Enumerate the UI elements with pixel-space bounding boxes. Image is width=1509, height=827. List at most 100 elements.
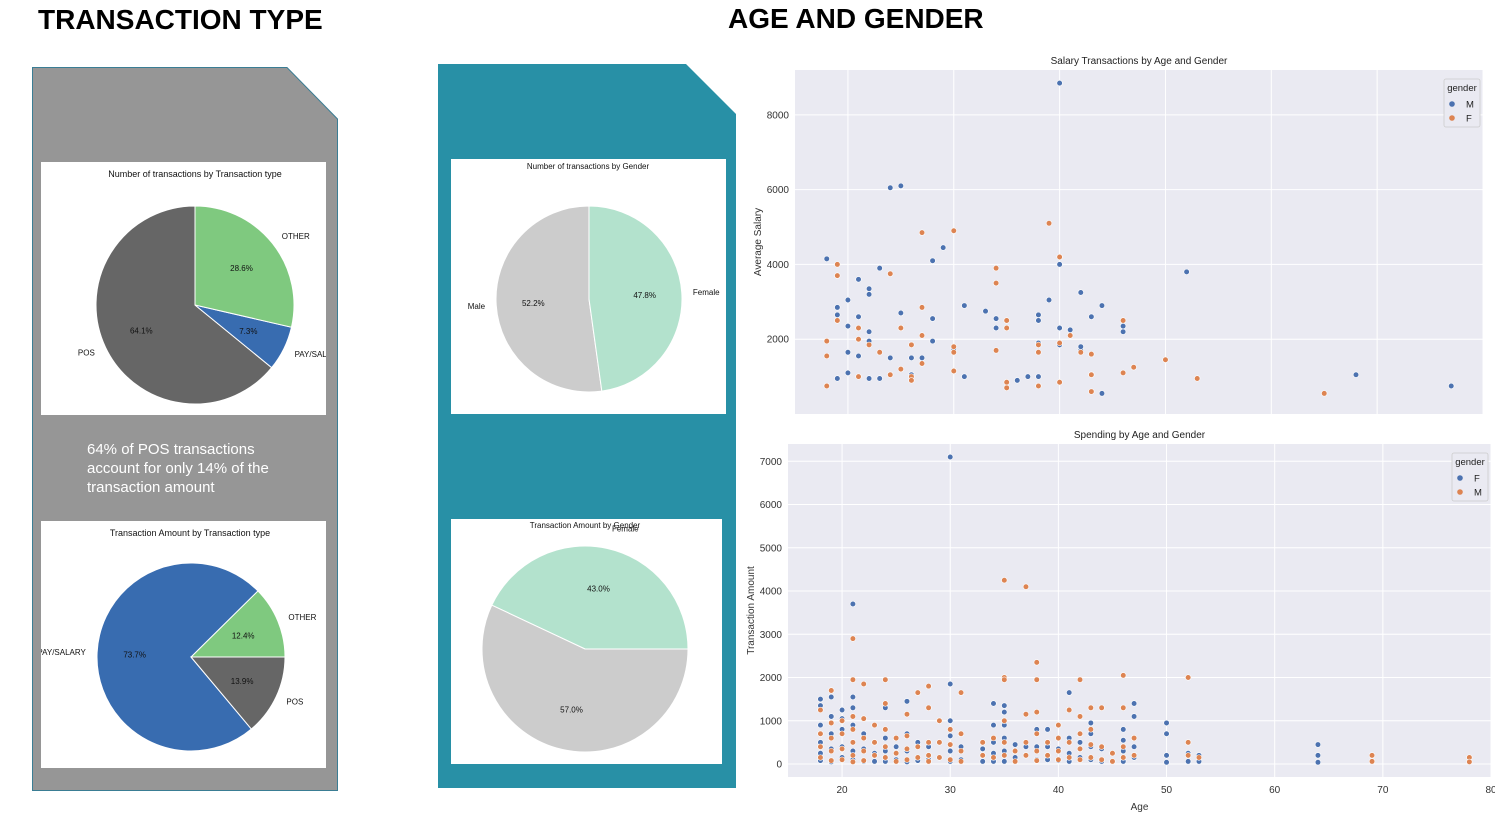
y-axis-label: Average Salary (753, 208, 764, 276)
scatter-point-m (849, 752, 856, 759)
scatter-point-m (1014, 377, 1021, 384)
scatter-point-m (860, 757, 867, 764)
scatter-point-m (860, 715, 867, 722)
scatter-point-f (1163, 719, 1170, 727)
scatter-point-m (929, 337, 936, 345)
scatter-point-f (1012, 741, 1019, 748)
scatter-point-f (1076, 739, 1084, 746)
scatter-point-m (1045, 296, 1053, 304)
scatter-point-f (1194, 375, 1201, 382)
scatter-point-m (828, 757, 835, 764)
scatter-point-f (993, 265, 1000, 272)
scatter-point-m (1098, 756, 1105, 763)
scatter-point-m (834, 311, 841, 319)
scatter-point-m (828, 719, 835, 727)
y-axis-label: Transaction Amount (746, 566, 757, 655)
scatter-point-m (865, 328, 873, 335)
scatter-point-f (876, 349, 883, 356)
plot-area (788, 444, 1491, 777)
scatter-point-m (990, 734, 997, 742)
scatter-point-f (1120, 369, 1127, 376)
scatter-point-m (925, 683, 932, 690)
scatter-point-m (860, 747, 867, 755)
scatter-point-m (1012, 747, 1019, 755)
scatter-point-m (838, 745, 846, 752)
scatter-point-f (1120, 737, 1127, 744)
scatter-point-f (1163, 759, 1170, 766)
scatter-point-f (950, 227, 957, 234)
scatter-point-f (990, 722, 997, 729)
scatter-point-f (1088, 351, 1095, 358)
scatter-point-m (940, 244, 947, 251)
scatter-point-m (990, 754, 997, 761)
scatter-point-m (1055, 734, 1062, 742)
scatter-point-f (855, 336, 862, 343)
scatter-point-f (1130, 364, 1137, 371)
scatter-chart-salary: 2000 4000 6000 8000 Salary Transactions by A… (753, 56, 1484, 414)
y-tick-label: 4000 (767, 260, 790, 271)
scatter-point-f (1003, 379, 1010, 386)
scatter-point-f (897, 324, 904, 332)
y-tick-label: 4000 (760, 587, 783, 598)
scatter-point-m (1109, 758, 1116, 765)
legend-label-m: M (1474, 488, 1482, 499)
scatter-point-m (1368, 758, 1376, 765)
scatter-point-m (1067, 326, 1074, 333)
scatter-point-m (849, 758, 856, 765)
scatter-point-m (1087, 754, 1094, 761)
legend-marker-m (1457, 489, 1463, 495)
scatter-point-m (1098, 302, 1106, 309)
scatter-point-m (1076, 745, 1084, 752)
scatter-point-f (1120, 726, 1127, 733)
scatter-point-m (1183, 268, 1190, 276)
scatter-point-m (936, 739, 943, 746)
scatter-point-m (903, 745, 911, 752)
scatter-point-f (903, 698, 911, 705)
scatter-point-f (838, 706, 846, 714)
scatter-point-f (1314, 741, 1322, 748)
x-tick-label: 70 (1377, 785, 1389, 796)
scatter-point-m (1001, 676, 1008, 683)
scatter-point-m (1022, 739, 1030, 746)
scatter-point-m (961, 373, 968, 380)
pie-card-amount-gender: Transaction Amount by Gender 43.0% Female 5… (451, 519, 722, 775)
scatter-point-f (849, 693, 856, 701)
scatter-point-m (871, 739, 878, 746)
scatter-point-m (1098, 390, 1106, 397)
scatter-point-m (876, 375, 883, 382)
y-tick-label: 6000 (760, 500, 783, 511)
scatter-point-m (823, 255, 830, 262)
scatter-point-f (849, 704, 856, 711)
pie-title: Transaction Amount by Transaction type (110, 528, 270, 538)
scatter-point-f (950, 367, 957, 375)
scatter-point-f (990, 700, 997, 707)
pie-pct-pos: 13.9% (231, 677, 254, 686)
legend-label-m: M (1466, 100, 1474, 111)
y-tick-label: 6000 (767, 185, 790, 196)
insight-note: 64% of POS transactions account for only… (87, 441, 269, 496)
scatter-point-m (1195, 754, 1203, 761)
scatter-point-f (1056, 339, 1063, 347)
pie-pct-female: 43.0% (587, 585, 610, 594)
scatter-point-m (1044, 752, 1051, 759)
scatter-point-m (914, 689, 921, 696)
scatter-point-f (1044, 726, 1051, 733)
scatter-point-m (1120, 328, 1127, 335)
scatter-point-m (1033, 730, 1040, 737)
scatter-point-m (1098, 704, 1105, 711)
scatter-point-f (1130, 743, 1138, 750)
scatter-point-m (1352, 371, 1360, 378)
scatter-point-f (1314, 752, 1322, 759)
pie-pct-pay-salary: 7.3% (239, 327, 257, 336)
scatter-point-m (893, 758, 900, 765)
scatter-point-m (1066, 754, 1073, 761)
scatter-point-f (1056, 379, 1063, 386)
scatter-point-m (1056, 261, 1063, 268)
scatter-title: Spending by Age and Gender (1074, 430, 1206, 441)
scatter-point-f (823, 337, 830, 345)
pie-card-count-gender: Number of transactions by Gender 52.2% Mal… (451, 159, 726, 414)
scatter-point-f (1185, 758, 1192, 765)
legend-marker-f (1449, 115, 1455, 121)
scatter-point-f (1130, 713, 1138, 720)
scatter-point-f (1001, 758, 1008, 765)
